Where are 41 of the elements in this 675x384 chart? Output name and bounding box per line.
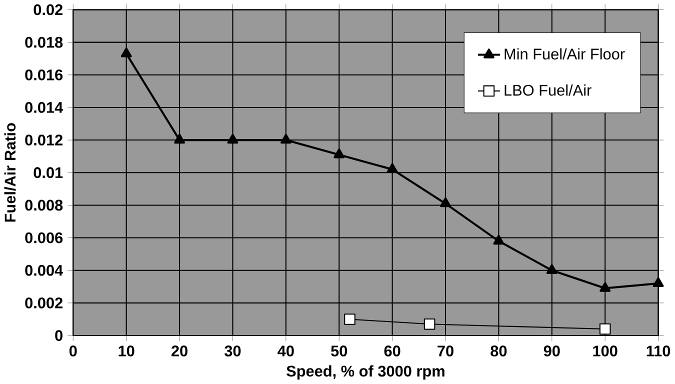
x-tick-label: 100: [593, 346, 618, 356]
legend-label: LBO Fuel/Air: [504, 84, 592, 96]
x-tick-label: 90: [544, 346, 560, 356]
x-tick-label: 60: [384, 346, 400, 356]
y-tick-label: 0.016: [25, 69, 63, 80]
x-tick-label: 70: [438, 346, 454, 356]
x-tick-label: 50: [331, 346, 348, 356]
x-axis-title: Speed, % of 3000 rpm: [286, 365, 444, 380]
point: [440, 197, 451, 208]
point: [334, 148, 345, 158]
point: [344, 314, 356, 325]
x-tick-label: 30: [224, 346, 241, 357]
y-tick-label: 0.012: [25, 134, 63, 146]
y-tick-label: 0: [55, 330, 62, 341]
y-tick-label: 0.01: [34, 167, 63, 178]
x-tick-label: 10: [118, 346, 134, 356]
x-tick-label: 80: [490, 346, 507, 356]
point: [493, 234, 504, 245]
y-tick-label: 0.014: [25, 102, 64, 113]
legend-label: Min Fuel/Air Floor: [504, 48, 625, 60]
y-tick-label: 0.02: [34, 4, 63, 16]
y-tick-label: 0.002: [25, 298, 63, 308]
point: [600, 282, 611, 292]
point: [227, 134, 238, 144]
y-tick-label: 0.006: [25, 232, 63, 244]
point: [120, 48, 132, 58]
point: [546, 264, 558, 274]
point: [424, 318, 436, 330]
x-tick-label: 20: [172, 346, 188, 356]
y-tick-label: 0.008: [25, 200, 63, 211]
y-tick-label: 0.018: [25, 36, 63, 48]
x-tick-label: 40: [278, 346, 294, 356]
point: [652, 277, 664, 288]
point: [386, 163, 398, 173]
point: [174, 134, 186, 144]
y-tick-label: 0.004: [25, 264, 64, 276]
point: [599, 323, 611, 335]
x-tick-label: 0: [69, 346, 77, 356]
point: [280, 134, 292, 144]
y-axis-title: Fuel/Air Ratio: [4, 123, 16, 222]
x-tick-label: 110: [646, 346, 670, 356]
